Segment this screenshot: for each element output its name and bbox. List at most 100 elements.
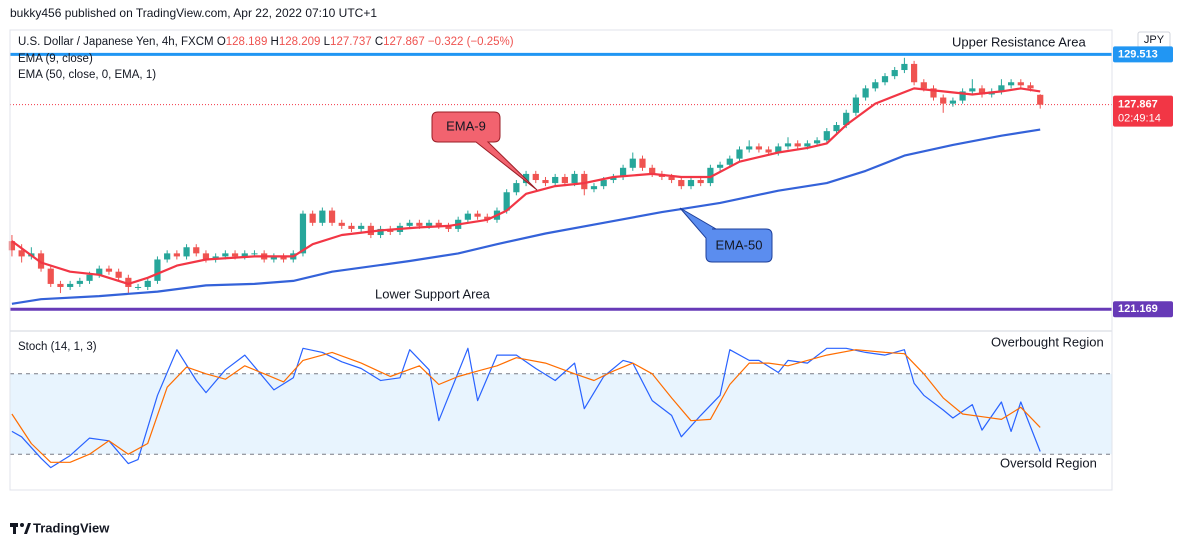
ohlc-value: 128.209 [279, 36, 321, 48]
countdown-label: 02:49:14 [1118, 113, 1161, 125]
candle-body [571, 173, 578, 184]
symbol: U.S. Dollar / Japanese Yen, 4h, FXCM [18, 36, 214, 48]
header: bukky456 published on TradingView.com, A… [10, 6, 377, 20]
candle-body [959, 91, 966, 101]
candle-body [231, 253, 239, 257]
candle-body [484, 216, 491, 220]
candle-body [105, 268, 113, 272]
candle-body [940, 97, 947, 104]
indicator-legend: EMA (50, close, 0, EMA, 1) [18, 69, 156, 81]
candle-body [969, 88, 976, 92]
last-price-box [1113, 95, 1173, 127]
candle-body [561, 176, 568, 184]
ohlc-key: O [217, 36, 226, 48]
candle-body [668, 176, 675, 181]
candle-body [299, 213, 307, 254]
candle-body [532, 173, 539, 181]
candle-body [639, 158, 646, 168]
candle-body [784, 143, 792, 147]
candle-body [736, 149, 743, 159]
callout-label: EMA-50 [716, 237, 763, 252]
candle-body [843, 112, 850, 126]
candle-body [930, 88, 937, 98]
candle-body [367, 225, 374, 236]
labels: JPY 129.513 121.169 127.867 02:49:14 [1113, 31, 1173, 318]
candle-body [513, 183, 520, 193]
candle-body [678, 180, 685, 187]
frame [9, 29, 1113, 491]
annotation: Upper Resistance Area [952, 34, 1086, 49]
candle-body [1008, 82, 1015, 86]
candle-body [348, 225, 355, 229]
candle-body [125, 277, 132, 287]
candle-body [687, 180, 695, 187]
candle-body [707, 167, 714, 184]
candle-body [911, 63, 918, 83]
ohlc-value: 127.867 [383, 36, 425, 48]
ohlc-value: 128.189 [226, 36, 268, 48]
indicator-legend: EMA (9, close) [18, 53, 93, 65]
candle-body [522, 173, 530, 184]
plot [8, 52, 1112, 469]
footer-brand: TradingView [33, 520, 110, 535]
candle-body [581, 173, 588, 190]
candle-body [76, 280, 83, 284]
candle-body [435, 222, 442, 226]
candle-body [746, 146, 753, 150]
candle-body [270, 256, 277, 260]
candle-body [755, 146, 762, 150]
indicator-title: Stoch (14, 1, 3) [18, 341, 97, 353]
candle-body [183, 247, 190, 257]
candle-body [619, 167, 627, 177]
candle-body [115, 271, 122, 278]
candle-body [872, 82, 879, 89]
ohlc-key: H [271, 36, 279, 48]
annotation: Overbought Region [991, 334, 1104, 349]
change: −0.322 (−0.25%) [428, 36, 514, 48]
candle-body [377, 228, 384, 236]
callout-label: EMA-9 [446, 118, 486, 133]
candle-body [542, 180, 549, 184]
candle-body [716, 164, 724, 168]
candle-body [1017, 82, 1024, 86]
footer-logo [10, 523, 31, 534]
candle-body [552, 176, 559, 184]
candle-body [775, 146, 782, 153]
candle-body [949, 100, 957, 104]
ohlc-key: L [324, 36, 331, 48]
candle-body [833, 125, 840, 132]
price-label: 121.169 [1118, 303, 1158, 315]
candle-body [416, 222, 423, 226]
candle-body [600, 180, 607, 187]
candle-body [86, 274, 93, 281]
candle-body [319, 210, 326, 223]
candle-body [18, 250, 25, 257]
candle-body [629, 158, 636, 168]
candle-body [241, 253, 248, 257]
candle-body [697, 180, 704, 184]
line-series [11, 128, 1041, 305]
candle-body [251, 253, 258, 255]
level-band [10, 373, 1112, 455]
candle-body [57, 283, 64, 287]
candle-body [503, 192, 510, 211]
candle-body [726, 158, 733, 165]
currency-label: JPY [1144, 34, 1165, 46]
candle-body [96, 268, 103, 275]
ohlc-value: 127.737 [330, 36, 372, 48]
candle-body [358, 225, 365, 229]
candle-body [474, 213, 481, 217]
candle-body [901, 63, 908, 71]
candle-body [804, 143, 811, 147]
legend: U.S. Dollar / Japanese Yen, 4h, FXCM O12… [18, 36, 514, 48]
candle-body [280, 256, 287, 260]
candle-body [222, 253, 229, 257]
candle-body [881, 76, 889, 83]
candle-body [998, 85, 1005, 92]
candle-body [309, 213, 316, 223]
candle-body [164, 253, 171, 260]
line-series [11, 347, 1041, 469]
ohlc-key: C [375, 36, 383, 48]
candle-body [610, 176, 617, 181]
